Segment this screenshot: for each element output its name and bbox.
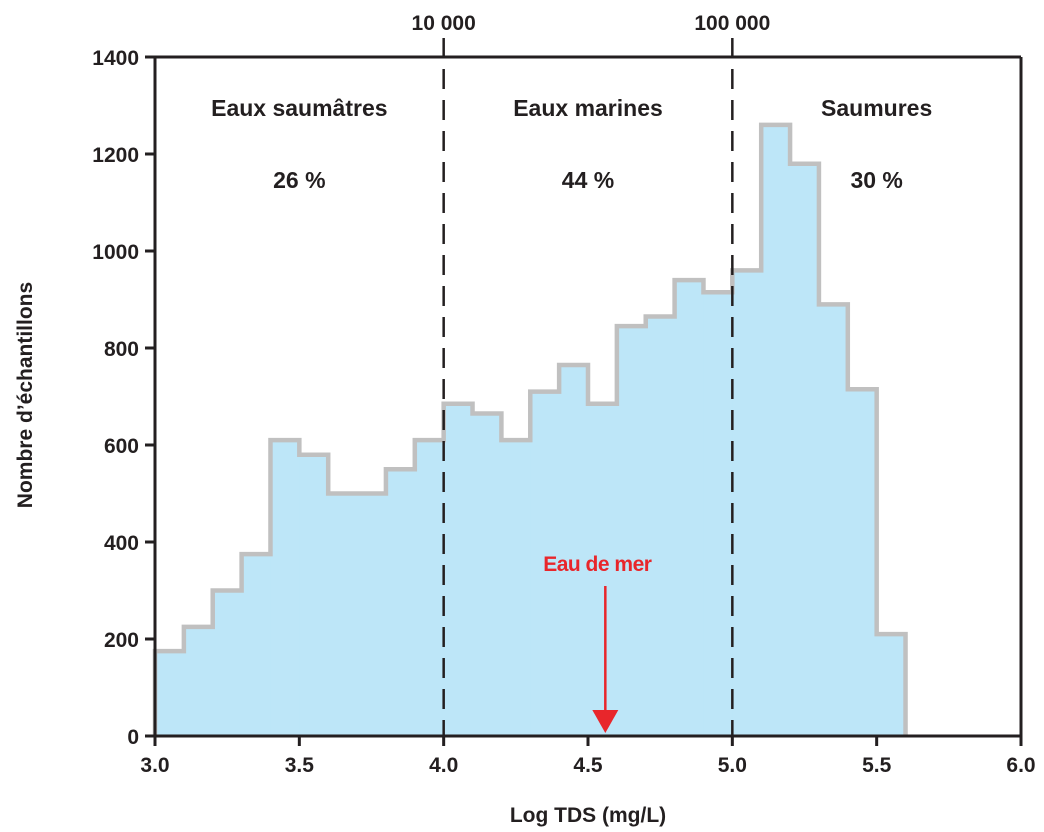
histogram-bar-22 xyxy=(790,163,820,736)
annotation-arrow-head xyxy=(592,710,619,733)
region-percent-0: 26 % xyxy=(273,167,325,193)
histogram-bar-9 xyxy=(414,440,445,736)
region-label-1: Eaux marines xyxy=(513,95,663,121)
histogram-bar-1 xyxy=(183,626,214,737)
histogram-bar-18 xyxy=(674,280,705,736)
histogram-bar-23 xyxy=(818,304,849,736)
histogram-bar-6 xyxy=(328,493,358,736)
histogram-bar-3 xyxy=(241,554,272,737)
histogram-bar-8 xyxy=(385,469,416,736)
histogram-outline xyxy=(152,122,908,736)
histogram-bar-11 xyxy=(472,413,502,736)
histogram-bar-0 xyxy=(155,651,185,737)
x-tick-label-5: 5.5 xyxy=(862,754,892,777)
region-percent-2: 30 % xyxy=(850,167,902,193)
y-tick-label-6: 1200 xyxy=(92,144,139,167)
y-tick-label-1: 200 xyxy=(104,629,139,652)
y-tick-label-5: 1000 xyxy=(92,241,139,264)
histogram-bar-14 xyxy=(559,364,589,736)
x-tick-label-6: 6.0 xyxy=(1006,754,1035,777)
histogram-bar-21 xyxy=(761,124,791,736)
histogram-bar-13 xyxy=(530,391,560,736)
histogram-bar-24 xyxy=(847,389,878,736)
histogram-bar-7 xyxy=(357,493,387,736)
x-tick-label-0: 3.0 xyxy=(140,754,169,777)
histogram-bar-2 xyxy=(212,590,243,736)
region-label-2: Saumures xyxy=(821,95,932,121)
labels-layer: 10 000 100 000 3.0 3.5 4.0 4.5 5.0 5.5 6.0 0 200 40… xyxy=(92,12,1035,777)
axes-layer xyxy=(145,55,1023,746)
y-tick-label-4: 800 xyxy=(104,338,139,361)
region-label-0: Eaux saumâtres xyxy=(211,95,387,121)
histogram-bar-15 xyxy=(588,403,618,736)
y-tick-label-0: 0 xyxy=(127,726,139,749)
x-axis-title: Log TDS (mg/L) xyxy=(510,804,666,827)
bars-layer xyxy=(152,122,908,737)
y-tick-label-3: 600 xyxy=(104,435,139,458)
x-tick-label-4: 5.0 xyxy=(718,754,747,777)
histogram-bar-12 xyxy=(501,440,531,736)
divider-label-0: 10 000 xyxy=(412,12,476,35)
divider-label-1: 100 000 xyxy=(694,12,770,35)
y-tick-label-7: 1400 xyxy=(92,47,139,70)
annotation-label: Eau de mer xyxy=(543,553,652,576)
x-tick-label-3: 4.5 xyxy=(573,754,603,777)
dividers-layer xyxy=(442,38,734,736)
x-tick-label-2: 4.0 xyxy=(429,754,458,777)
histogram-bar-4 xyxy=(270,440,300,736)
histogram-bar-10 xyxy=(443,403,474,736)
histogram-bar-16 xyxy=(616,326,647,736)
y-axis-title: Nombre d’échantillons xyxy=(14,282,37,508)
histogram-bar-5 xyxy=(299,454,329,736)
histogram-bar-19 xyxy=(703,292,733,736)
histogram-bar-25 xyxy=(876,634,907,736)
y-tick-label-2: 400 xyxy=(104,532,139,555)
region-percent-1: 44 % xyxy=(562,167,614,193)
x-tick-label-1: 3.5 xyxy=(285,754,315,777)
histogram-bar-20 xyxy=(732,270,762,736)
histogram-bar-17 xyxy=(645,316,676,736)
